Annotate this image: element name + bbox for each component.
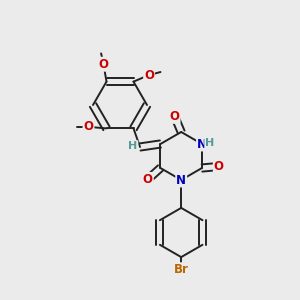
Text: N: N	[197, 137, 207, 151]
Text: O: O	[214, 160, 224, 173]
Text: O: O	[98, 58, 109, 71]
Text: O: O	[83, 120, 94, 134]
Text: O: O	[143, 173, 153, 186]
Text: H: H	[205, 138, 214, 148]
Text: N: N	[176, 173, 186, 187]
Text: Br: Br	[174, 263, 189, 276]
Text: O: O	[169, 110, 180, 123]
Text: O: O	[144, 68, 154, 82]
Text: H: H	[128, 141, 137, 151]
